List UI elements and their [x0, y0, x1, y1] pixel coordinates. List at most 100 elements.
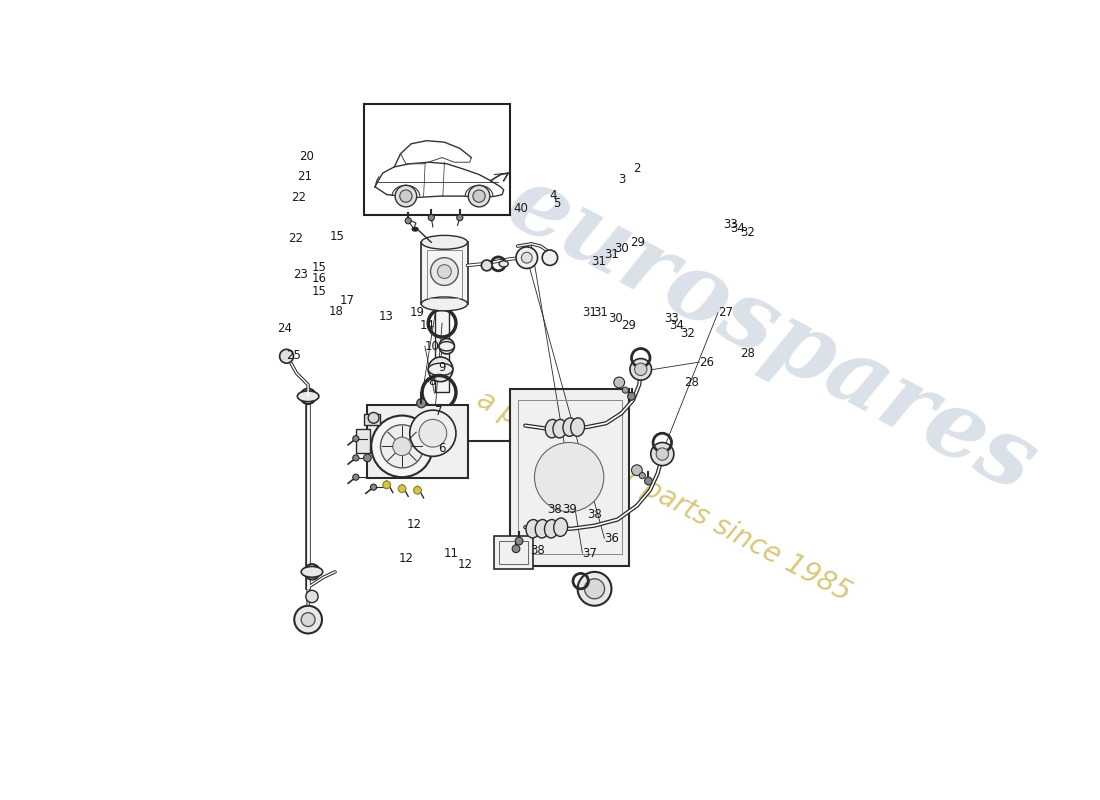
Text: 33: 33 [723, 218, 738, 230]
Ellipse shape [571, 418, 584, 436]
Text: 34: 34 [729, 222, 745, 235]
Circle shape [630, 358, 651, 380]
Circle shape [428, 214, 435, 221]
Text: 29: 29 [630, 236, 645, 249]
Circle shape [372, 415, 433, 477]
Circle shape [353, 455, 359, 461]
Circle shape [623, 387, 628, 394]
Ellipse shape [412, 227, 418, 231]
Text: 38: 38 [547, 503, 562, 517]
Text: 25: 25 [286, 350, 300, 362]
Text: 38: 38 [587, 508, 602, 522]
Circle shape [635, 363, 647, 375]
Ellipse shape [536, 519, 549, 538]
Text: 14: 14 [420, 318, 434, 332]
Text: 11: 11 [443, 546, 459, 559]
Circle shape [393, 437, 411, 455]
Text: 30: 30 [615, 242, 629, 255]
Circle shape [306, 590, 318, 602]
Text: 17: 17 [339, 294, 354, 307]
Text: 3: 3 [618, 173, 625, 186]
Circle shape [295, 606, 322, 634]
Circle shape [305, 564, 320, 579]
Circle shape [631, 465, 642, 476]
Text: 15: 15 [330, 230, 345, 243]
Circle shape [353, 474, 359, 480]
Circle shape [482, 260, 492, 270]
Circle shape [628, 393, 636, 400]
Text: eurospares: eurospares [492, 158, 1052, 512]
Text: 19: 19 [409, 306, 425, 319]
Text: 31: 31 [593, 306, 608, 319]
Ellipse shape [546, 419, 559, 438]
Text: 10: 10 [425, 339, 440, 353]
Circle shape [515, 538, 522, 545]
Bar [421, 242, 468, 304]
Text: 18: 18 [328, 305, 343, 318]
Circle shape [614, 377, 625, 388]
Circle shape [542, 250, 558, 266]
Circle shape [645, 477, 652, 485]
Ellipse shape [544, 519, 559, 538]
Circle shape [639, 473, 646, 478]
Text: 32: 32 [681, 326, 695, 340]
Circle shape [371, 484, 376, 490]
Text: 29: 29 [621, 318, 636, 332]
Ellipse shape [499, 261, 508, 267]
Text: 26: 26 [700, 356, 714, 369]
Text: 13: 13 [379, 310, 394, 323]
Text: 37: 37 [582, 546, 597, 559]
Text: 31: 31 [582, 306, 597, 319]
Circle shape [430, 258, 459, 286]
Circle shape [368, 413, 378, 423]
Circle shape [438, 265, 451, 278]
Text: 24: 24 [277, 322, 293, 335]
Circle shape [353, 435, 359, 442]
Text: 31: 31 [591, 254, 606, 267]
Text: 33: 33 [663, 313, 679, 326]
Circle shape [399, 190, 412, 202]
Bar [363, 104, 510, 215]
Bar [367, 405, 468, 478]
Text: 16: 16 [311, 272, 327, 285]
Circle shape [656, 448, 669, 460]
Circle shape [414, 486, 421, 494]
Text: 28: 28 [684, 376, 699, 389]
Ellipse shape [421, 297, 468, 311]
Circle shape [405, 218, 411, 224]
Circle shape [584, 578, 605, 599]
Bar [436, 304, 449, 393]
Text: 21: 21 [297, 170, 312, 182]
Text: 8: 8 [428, 375, 436, 388]
Text: 28: 28 [740, 347, 755, 360]
Text: 20: 20 [299, 150, 315, 163]
Text: 7: 7 [434, 405, 442, 418]
Ellipse shape [526, 519, 540, 538]
Circle shape [363, 454, 372, 462]
Circle shape [456, 214, 463, 221]
Text: 31: 31 [604, 249, 619, 262]
Bar [356, 430, 370, 453]
Text: 5: 5 [553, 198, 561, 210]
Text: 34: 34 [670, 318, 684, 332]
Text: 9: 9 [439, 361, 446, 374]
Circle shape [473, 190, 485, 202]
Circle shape [513, 545, 520, 553]
Text: 30: 30 [608, 313, 623, 326]
Bar [495, 537, 534, 569]
Ellipse shape [553, 518, 568, 537]
Circle shape [301, 613, 315, 626]
Bar [499, 541, 528, 564]
Bar [427, 250, 462, 298]
Text: 23: 23 [293, 268, 308, 281]
Text: 39: 39 [562, 503, 576, 517]
Circle shape [439, 338, 454, 354]
Text: 22: 22 [288, 233, 304, 246]
Circle shape [383, 481, 390, 489]
Text: 38: 38 [530, 544, 544, 557]
Text: 12: 12 [407, 518, 422, 530]
Circle shape [535, 442, 604, 512]
Circle shape [578, 572, 612, 606]
Bar [363, 414, 381, 425]
Text: 15: 15 [311, 261, 327, 274]
